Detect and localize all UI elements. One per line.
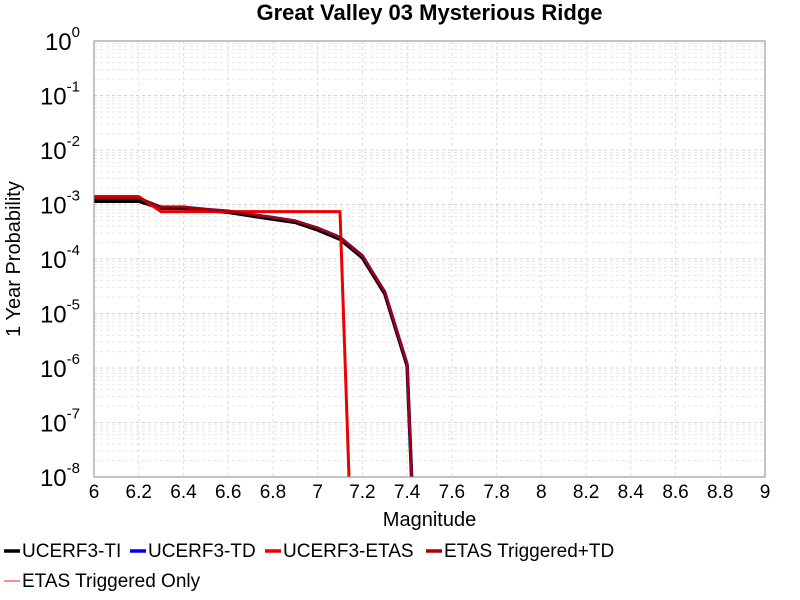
x-tick-label: 7.6	[439, 482, 465, 503]
legend-label: UCERF3-ETAS	[283, 541, 414, 562]
x-axis-ticks: 6 6.2 6.4 6.6 6.8 7 7.2 7.4 7.6 7.8 8 8.2 8.4 8.6 8.8 9	[89, 482, 771, 503]
x-tick-label: 8.2	[573, 482, 599, 503]
y-tick-label: 10-6	[40, 351, 80, 383]
legend-label: ETAS Triggered+TD	[444, 541, 614, 562]
y-tick-label: 10-4	[40, 242, 80, 274]
x-tick-label: 6.8	[260, 482, 286, 503]
x-tick-label: 8	[536, 482, 547, 503]
x-tick-label: 6.6	[215, 482, 241, 503]
x-tick-label: 7.4	[394, 482, 421, 503]
plot-frame	[93, 40, 766, 478]
legend-label: UCERF3-TI	[22, 541, 121, 562]
x-tick-label: 6.4	[170, 482, 197, 503]
x-tick-label: 9	[760, 482, 771, 503]
y-tick-label: 100	[45, 24, 80, 56]
x-tick-label: 7.8	[483, 482, 509, 503]
y-tick-label: 10-8	[40, 460, 80, 492]
x-tick-label: 8.6	[662, 482, 688, 503]
y-tick-label: 10-2	[40, 133, 80, 165]
y-axis-ticks: 100 10-1 10-2 10-3 10-4 10-5 10-6 10-7 10-8	[40, 24, 80, 492]
x-tick-label: 7.2	[349, 482, 375, 503]
y-tick-label: 10-5	[40, 297, 80, 329]
series-layer	[94, 195, 414, 477]
x-tick-label: 8.4	[618, 482, 645, 503]
x-tick-label: 6.2	[126, 482, 152, 503]
legend: UCERF3-TI UCERF3-TD UCERF3-ETAS ETAS Trigge…	[4, 541, 614, 592]
x-tick-label: 8.8	[707, 482, 733, 503]
chart-title: Great Valley 03 Mysterious Ridge	[256, 0, 602, 25]
y-tick-label: 10-1	[40, 79, 80, 111]
y-tick-label: 10-7	[40, 406, 80, 438]
series-line-etas-triggered-td	[94, 196, 413, 477]
y-tick-label: 10-3	[40, 188, 80, 220]
x-tick-label: 7	[312, 482, 323, 503]
legend-label: UCERF3-TD	[148, 541, 256, 562]
legend-label: ETAS Triggered Only	[22, 571, 201, 592]
x-tick-label: 6	[89, 482, 100, 503]
x-axis-label: Magnitude	[383, 509, 476, 531]
y-axis-label: 1 Year Probability	[3, 181, 25, 337]
